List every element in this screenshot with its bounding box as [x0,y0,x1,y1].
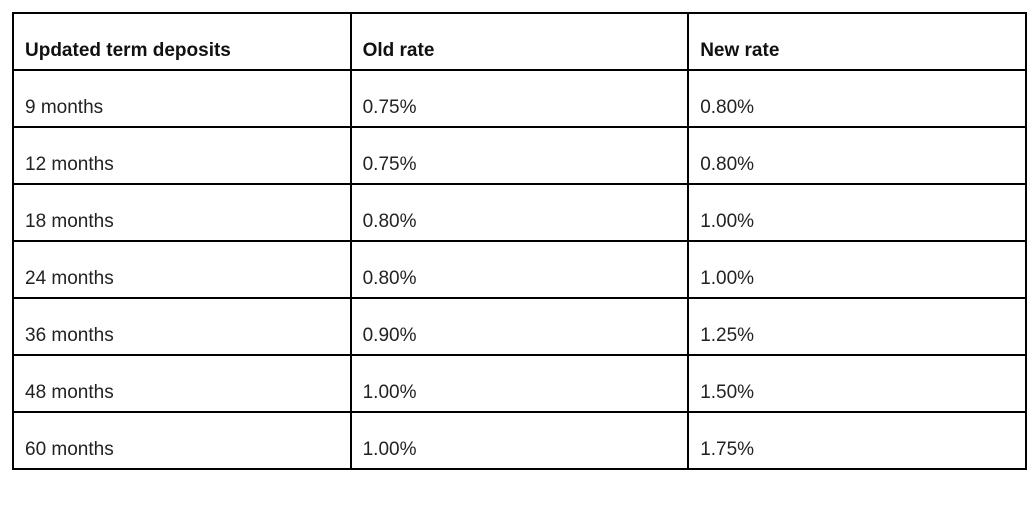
table-cell: 0.75% [349,69,690,128]
header-cell: New rate [687,12,1027,71]
table-row: 24 months 0.80% 1.00% [12,240,1027,299]
header-row: Updated term deposits Old rate New rate [12,12,1027,71]
table-cell: 48 months [12,354,352,413]
table-cell: 1.50% [687,354,1027,413]
header-cell: Updated term deposits [12,12,352,71]
table-cell: 1.25% [687,297,1027,356]
table-row: 12 months 0.75% 0.80% [12,126,1027,185]
table-row: 18 months 0.80% 1.00% [12,183,1027,242]
table-cell: 36 months [12,297,352,356]
table-body: 9 months 0.75% 0.80% 12 months 0.75% 0.80% 18 … [12,69,1027,470]
table-cell: 9 months [12,69,352,128]
table-cell: 0.90% [349,297,690,356]
table-row: 36 months 0.90% 1.25% [12,297,1027,356]
table-cell: 18 months [12,183,352,242]
table-cell: 0.80% [687,126,1027,185]
table-cell: 1.75% [687,411,1027,470]
header-cell: Old rate [349,12,690,71]
table-cell: 24 months [12,240,352,299]
rates-table: Updated term deposits Old rate New rate 9 … [12,12,1027,470]
table-cell: 1.00% [687,183,1027,242]
table-cell: 60 months [12,411,352,470]
table-cell: 1.00% [349,354,690,413]
table-cell: 0.80% [687,69,1027,128]
table-cell: 0.75% [349,126,690,185]
table-row: 60 months 1.00% 1.75% [12,411,1027,470]
table-row: 9 months 0.75% 0.80% [12,69,1027,128]
table-cell: 0.80% [349,240,690,299]
table-cell: 1.00% [349,411,690,470]
table-cell: 12 months [12,126,352,185]
table-row: 48 months 1.00% 1.50% [12,354,1027,413]
table-cell: 1.00% [687,240,1027,299]
table-cell: 0.80% [349,183,690,242]
